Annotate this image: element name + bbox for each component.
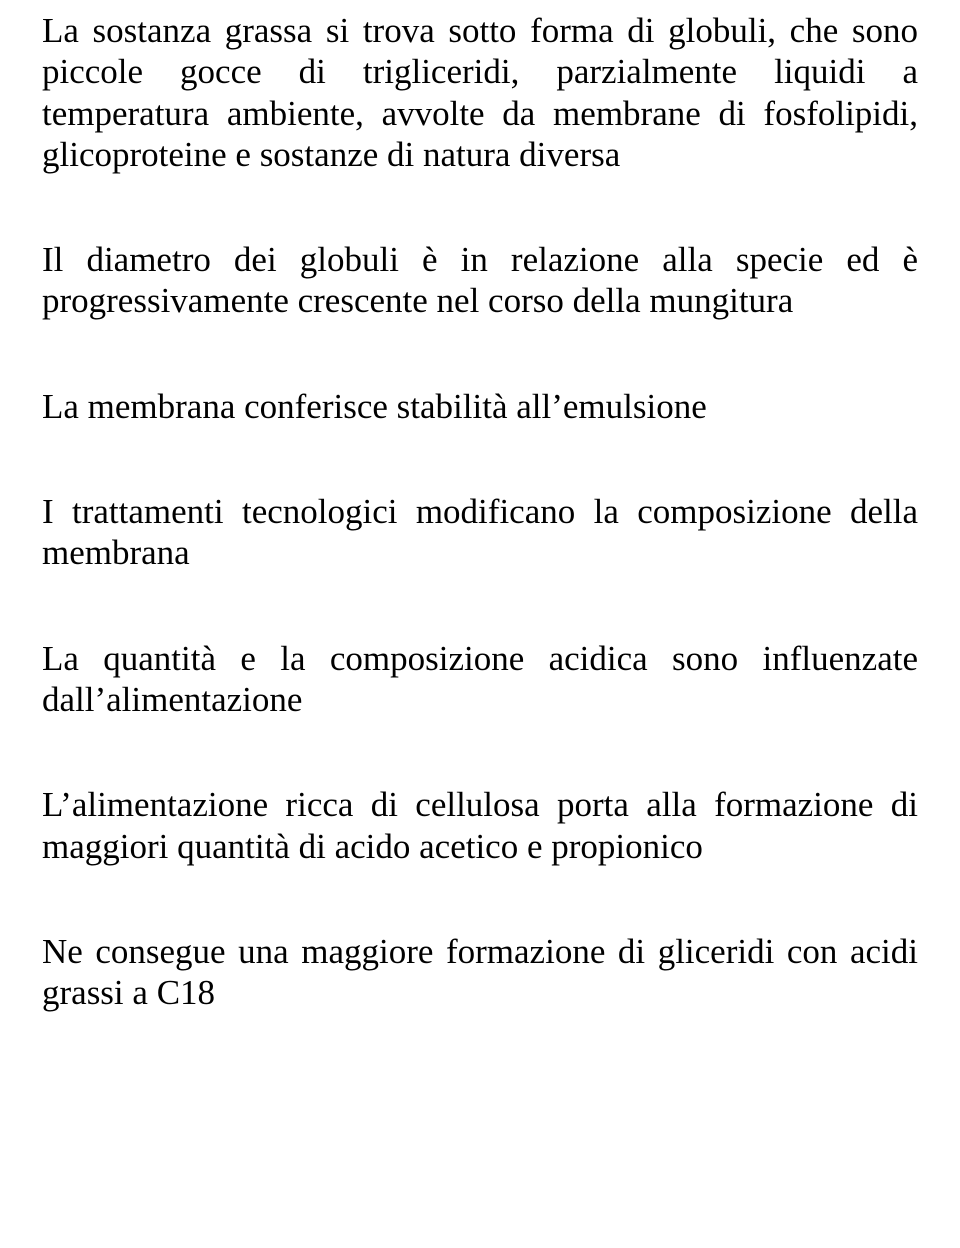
paragraph-5: La quantità e la composizione acidica so… xyxy=(42,638,918,721)
paragraph-4: I trattamenti tecnologici modificano la … xyxy=(42,491,918,574)
paragraph-6: L’alimentazione ricca di cellulosa porta… xyxy=(42,784,918,867)
paragraph-3: La membrana conferisce stabilità all’emu… xyxy=(42,386,918,427)
document-page: La sostanza grassa si trova sotto forma … xyxy=(0,0,960,1248)
paragraph-7: Ne consegue una maggiore formazione di g… xyxy=(42,931,918,1014)
paragraph-2: Il diametro dei globuli è in relazione a… xyxy=(42,239,918,322)
paragraph-1: La sostanza grassa si trova sotto forma … xyxy=(42,10,918,175)
